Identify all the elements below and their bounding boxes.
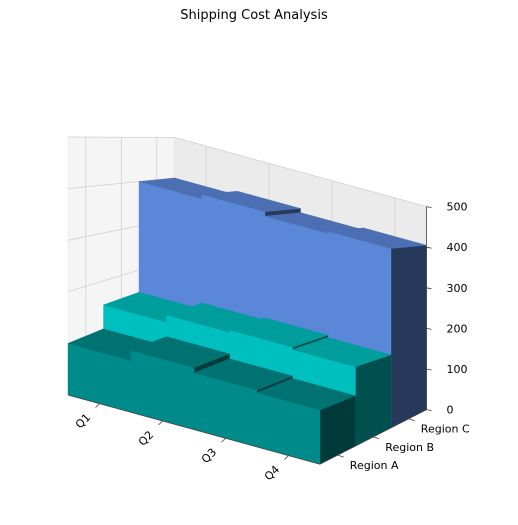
x-axis-line	[67, 394, 321, 465]
z-tick-label: 500	[447, 201, 468, 214]
x-tick-label: Q3	[199, 446, 219, 466]
axes	[67, 206, 432, 465]
z-tick-label: 0	[447, 404, 454, 417]
y-tick-label: Region B	[385, 441, 434, 454]
z-tick-label: 100	[447, 363, 468, 376]
chart-title: Shipping Cost Analysis	[180, 8, 328, 23]
z-tick-label: 300	[447, 282, 468, 295]
x-tick-label: Q2	[136, 428, 156, 448]
bars	[67, 177, 427, 465]
bar-region-a-q4	[256, 378, 357, 465]
z-grid-line	[67, 136, 427, 207]
z-tick-label: 400	[447, 241, 468, 254]
y-tick-label: Region A	[350, 459, 399, 472]
x-tick-label: Q1	[73, 411, 93, 431]
y-tick-label: Region C	[421, 423, 470, 436]
x-tick-label: Q4	[262, 463, 282, 483]
z-tick-label: 200	[447, 322, 468, 335]
